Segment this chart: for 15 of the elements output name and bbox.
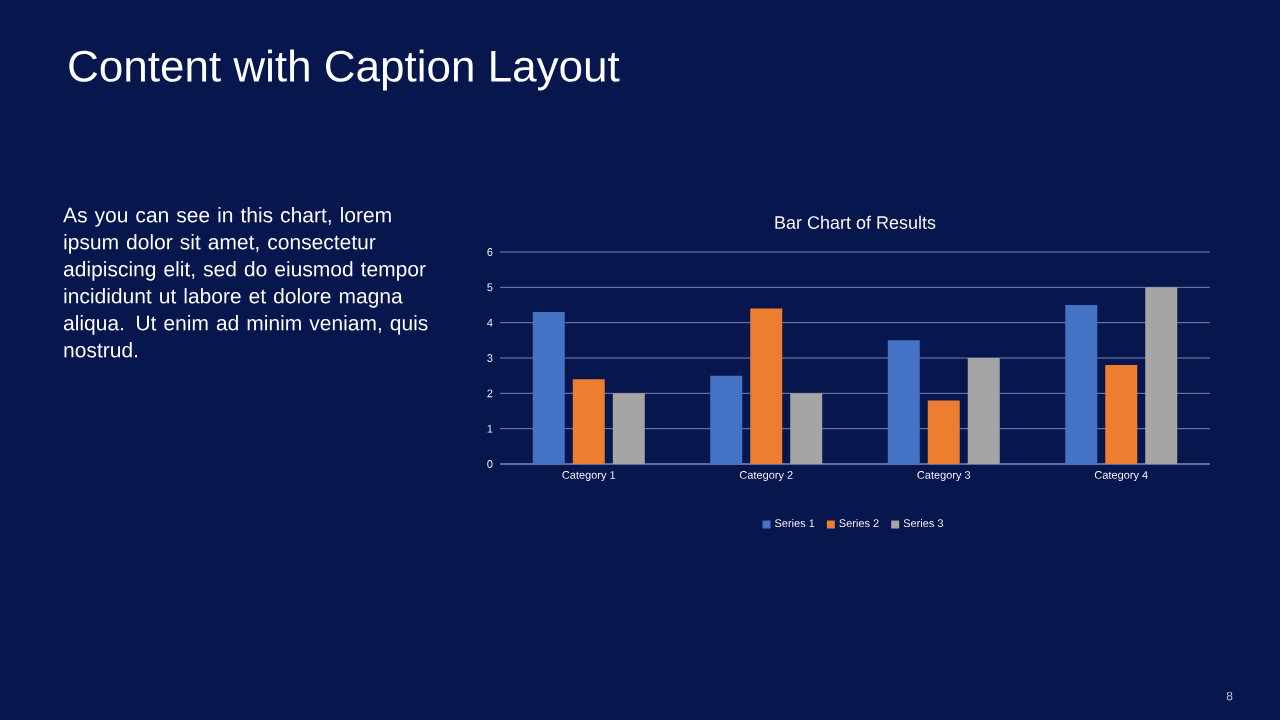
bar — [710, 375, 743, 464]
bar — [1065, 305, 1098, 464]
bar — [887, 340, 920, 464]
bar — [790, 393, 823, 464]
bar — [532, 312, 565, 464]
bar — [927, 400, 960, 464]
text: As you can see in this chart, lorem ipsum dolor sit amet, consectetur adipiscing elit, sed do eiusmod tempor incididunt ut labore et dolore magna aliqua. Ut enim ad minim veniam, quis nostrud. — [63, 207, 428, 358]
bar — [750, 308, 783, 464]
chart-title: Bar Chart of Results — [775, 215, 936, 229]
bar — [572, 379, 605, 464]
bar — [612, 393, 645, 464]
bar — [1145, 287, 1178, 464]
text: Content with Caption Layout — [69, 49, 620, 91]
bar — [1105, 365, 1138, 464]
bar — [967, 358, 1000, 464]
